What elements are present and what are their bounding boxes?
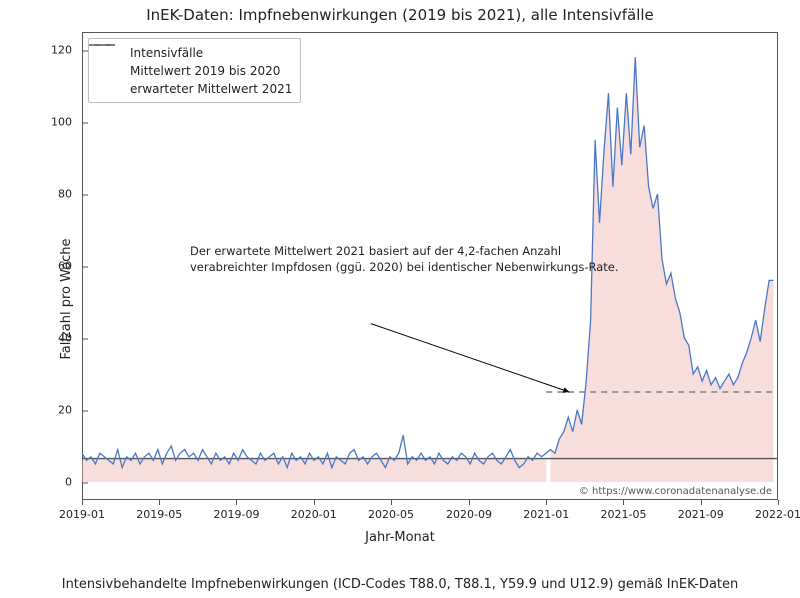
x-tick: 2022-01 (755, 500, 800, 521)
baseline-fill (82, 459, 546, 482)
x-axis-label: Jahr-Monat (0, 530, 800, 545)
y-tick: 0 (65, 476, 82, 489)
legend-item: Intensivfälle (97, 44, 292, 62)
chart-title: InEK-Daten: Impfnebenwirkungen (2019 bis… (0, 6, 800, 24)
legend-item: Mittelwert 2019 bis 2020 (97, 62, 292, 80)
x-tick: 2021-01 (523, 500, 569, 521)
annotation-arrow (371, 324, 569, 392)
x-tick: 2019-01 (59, 500, 105, 521)
legend-swatch (97, 65, 123, 77)
legend-label: Intensivfälle (130, 46, 203, 60)
legend-item: erwarteter Mittelwert 2021 (97, 80, 292, 98)
x-tick: 2020-05 (368, 500, 414, 521)
y-tick: 40 (58, 332, 82, 345)
plot-area: Intensivfälle Mittelwert 2019 bis 2020 erw… (82, 32, 778, 500)
x-tick: 2021-05 (601, 500, 647, 521)
x-tick: 2020-01 (291, 500, 337, 521)
x-tick: 2021-09 (678, 500, 724, 521)
y-tick: 20 (58, 404, 82, 417)
chart-caption: Intensivbehandelte Impfnebenwirkungen (I… (0, 577, 800, 592)
copyright-text: © https://www.coronadatenanalyse.de (579, 486, 772, 497)
legend-label: Mittelwert 2019 bis 2020 (130, 64, 280, 78)
y-tick: 80 (58, 188, 82, 201)
legend: Intensivfälle Mittelwert 2019 bis 2020 erw… (88, 38, 301, 103)
y-tick: 120 (51, 44, 82, 57)
legend-label: erwarteter Mittelwert 2021 (130, 82, 292, 96)
y-tick: 100 (51, 116, 82, 129)
x-tick: 2019-09 (214, 500, 260, 521)
legend-swatch (97, 83, 123, 95)
y-tick: 60 (58, 260, 82, 273)
x-tick: 2019-05 (136, 500, 182, 521)
annotation-text: Der erwartete Mittelwert 2021 basiert au… (190, 244, 619, 275)
x-tick: 2020-09 (446, 500, 492, 521)
